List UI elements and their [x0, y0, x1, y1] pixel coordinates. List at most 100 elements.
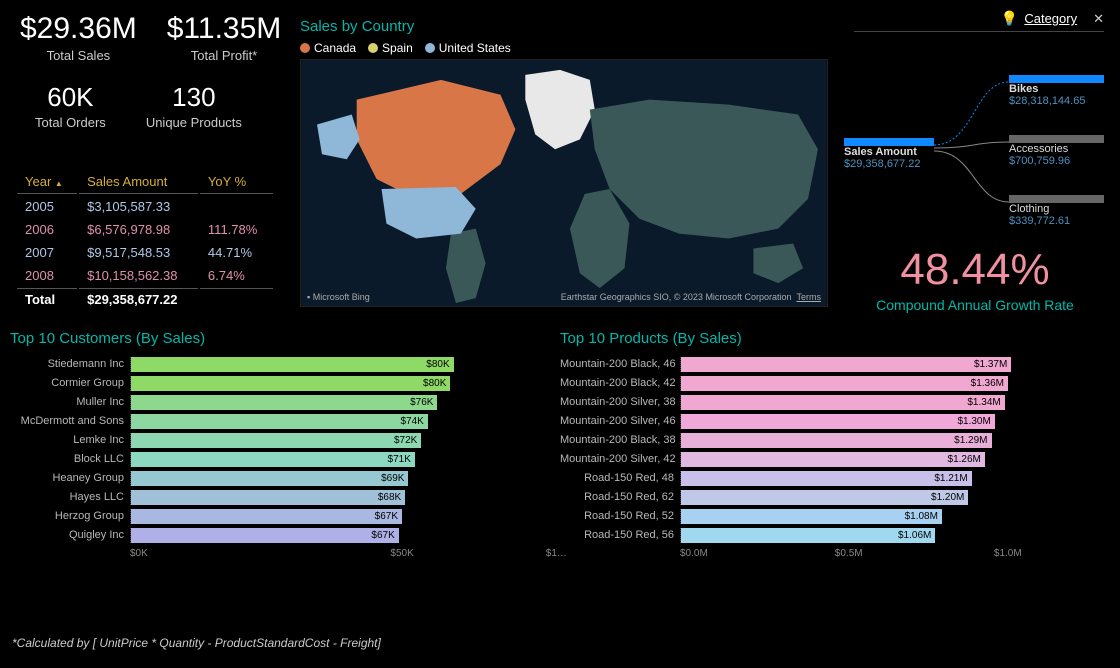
bar-row[interactable]: Muller Inc $76K — [10, 393, 550, 411]
bar-label: Mountain-200 Black, 42 — [560, 377, 680, 389]
category-panel: 💡 Category ✕ — [854, 10, 1104, 32]
col-yoy[interactable]: YoY % — [200, 170, 273, 194]
footer-note: *Calculated by [ UnitPrice * Quantity - … — [12, 636, 381, 650]
table-row[interactable]: 2006$6,576,978.98111.78% — [17, 219, 273, 240]
kpi-value: $11.35M — [167, 12, 282, 46]
map-legend: Canada Spain United States — [300, 41, 830, 55]
bar-label: Road-150 Red, 56 — [560, 529, 680, 541]
bar-row[interactable]: Mountain-200 Black, 46 $1.37M — [560, 355, 1110, 373]
bar-row[interactable]: Cormier Group $80K — [10, 374, 550, 392]
chart-title: Top 10 Customers (By Sales) — [10, 330, 550, 347]
kpi-value: 60K — [35, 82, 106, 113]
axis-tick: $0.0M — [680, 548, 708, 559]
bar-label: Road-150 Red, 48 — [560, 472, 680, 484]
bar-label: Quigley Inc — [10, 529, 130, 541]
world-map-svg — [301, 60, 827, 306]
kpi-value: $29.36M — [20, 12, 137, 46]
cagr-label: Compound Annual Growth Rate — [860, 297, 1090, 313]
bar-label: Heaney Group — [10, 472, 130, 484]
sankey-target[interactable]: Accessories $700,759.96 — [1009, 135, 1104, 167]
bar-label: Road-150 Red, 52 — [560, 510, 680, 522]
map-viewport[interactable]: ▪ Microsoft Bing Earthstar Geographics S… — [300, 59, 828, 307]
bar-label: Mountain-200 Silver, 42 — [560, 453, 680, 465]
category-breakdown[interactable]: Sales Amount $29,358,677.22 Bikes $28,31… — [844, 60, 1104, 230]
axis-tick: $0K — [130, 548, 148, 559]
sankey-target[interactable]: Bikes $28,318,144.65 — [1009, 75, 1104, 107]
sort-asc-icon: ▲ — [55, 179, 63, 188]
bar-label: Herzog Group — [10, 510, 130, 522]
category-title: Category — [1024, 11, 1077, 26]
bar-row[interactable]: Road-150 Red, 48 $1.21M — [560, 469, 1110, 487]
chart-title: Top 10 Products (By Sales) — [560, 330, 1110, 347]
kpi-label: Total Sales — [20, 48, 137, 63]
legend-item[interactable]: Spain — [368, 41, 413, 55]
map-terms-link[interactable]: Terms — [797, 292, 822, 302]
bar-row[interactable]: Mountain-200 Silver, 46 $1.30M — [560, 412, 1110, 430]
bar-row[interactable]: Stiedemann Inc $80K — [10, 355, 550, 373]
close-icon[interactable]: ✕ — [1093, 11, 1104, 27]
bar-row[interactable]: Block LLC $71K — [10, 450, 550, 468]
map-attribution-copyright: Earthstar Geographics SIO, © 2023 Micros… — [561, 292, 821, 302]
sankey-source-bar — [844, 138, 934, 146]
axis-tick: $1.0M — [994, 548, 1022, 559]
axis-tick: $0.5M — [835, 548, 863, 559]
legend-item[interactable]: United States — [425, 41, 511, 55]
map-title: Sales by Country — [300, 18, 830, 35]
col-amount[interactable]: Sales Amount — [79, 170, 198, 194]
kpi-row-1: $29.36M Total Sales $11.35M Total Profit… — [20, 12, 281, 63]
bar-row[interactable]: McDermott and Sons $74K — [10, 412, 550, 430]
bar-label: Block LLC — [10, 453, 130, 465]
bar-row[interactable]: Mountain-200 Black, 38 $1.29M — [560, 431, 1110, 449]
top-products-chart[interactable]: Top 10 Products (By Sales) Mountain-200 … — [560, 330, 1110, 562]
axis-tick: $50K — [390, 548, 413, 559]
table-row[interactable]: 2007$9,517,548.5344.71% — [17, 242, 273, 263]
category-header: 💡 Category ✕ — [854, 10, 1104, 32]
sankey-source-value: $29,358,677.22 — [844, 158, 934, 170]
bar-label: McDermott and Sons — [10, 415, 130, 427]
bulb-icon: 💡 — [1001, 10, 1018, 27]
bar-label: Stiedemann Inc — [10, 358, 130, 370]
bar-label: Mountain-200 Black, 46 — [560, 358, 680, 370]
kpi-value: 130 — [146, 82, 242, 113]
cagr-card: 48.44% Compound Annual Growth Rate — [860, 245, 1090, 313]
kpi-total-profit: $11.35M Total Profit* — [167, 12, 282, 63]
kpi-unique-products: 130 Unique Products — [146, 82, 242, 130]
bar-row[interactable]: Mountain-200 Silver, 42 $1.26M — [560, 450, 1110, 468]
bar-row[interactable]: Hayes LLC $68K — [10, 488, 550, 506]
x-axis: $0K$50K$1… — [130, 548, 550, 562]
cagr-value: 48.44% — [860, 245, 1090, 295]
sales-by-country-map: Sales by Country Canada Spain United State… — [300, 18, 830, 307]
bar-label: Mountain-200 Silver, 38 — [560, 396, 680, 408]
bar-row[interactable]: Road-150 Red, 52 $1.08M — [560, 507, 1110, 525]
bar-label: Lemke Inc — [10, 434, 130, 446]
kpi-row-2: 60K Total Orders 130 Unique Products — [35, 82, 242, 130]
bar-row[interactable]: Lemke Inc $72K — [10, 431, 550, 449]
bar-label: Mountain-200 Silver, 46 — [560, 415, 680, 427]
kpi-label: Unique Products — [146, 115, 242, 130]
year-sales-table[interactable]: Year ▲ Sales Amount YoY % 2005$3,105,587… — [15, 168, 275, 312]
map-attribution-provider: ▪ Microsoft Bing — [307, 292, 370, 302]
table-row[interactable]: 2005$3,105,587.33 — [17, 196, 273, 217]
kpi-label: Total Orders — [35, 115, 106, 130]
bar-row[interactable]: Road-150 Red, 56 $1.06M — [560, 526, 1110, 544]
bar-label: Mountain-200 Black, 38 — [560, 434, 680, 446]
bar-label: Cormier Group — [10, 377, 130, 389]
bar-row[interactable]: Herzog Group $67K — [10, 507, 550, 525]
legend-item[interactable]: Canada — [300, 41, 356, 55]
bar-row[interactable]: Road-150 Red, 62 $1.20M — [560, 488, 1110, 506]
bar-row[interactable]: Heaney Group $69K — [10, 469, 550, 487]
top-customers-chart[interactable]: Top 10 Customers (By Sales) Stiedemann I… — [10, 330, 550, 562]
bar-label: Hayes LLC — [10, 491, 130, 503]
sankey-target[interactable]: Clothing $339,772.61 — [1009, 195, 1104, 227]
col-year[interactable]: Year ▲ — [17, 170, 77, 194]
table-row[interactable]: 2008$10,158,562.386.74% — [17, 265, 273, 286]
table-total-row: Total$29,358,677.22 — [17, 288, 273, 310]
bar-label: Road-150 Red, 62 — [560, 491, 680, 503]
kpi-total-orders: 60K Total Orders — [35, 82, 106, 130]
sankey-source-label: Sales Amount — [844, 146, 934, 158]
kpi-label: Total Profit* — [167, 48, 282, 63]
bar-row[interactable]: Quigley Inc $67K — [10, 526, 550, 544]
bar-row[interactable]: Mountain-200 Black, 42 $1.36M — [560, 374, 1110, 392]
kpi-total-sales: $29.36M Total Sales — [20, 12, 137, 63]
bar-row[interactable]: Mountain-200 Silver, 38 $1.34M — [560, 393, 1110, 411]
